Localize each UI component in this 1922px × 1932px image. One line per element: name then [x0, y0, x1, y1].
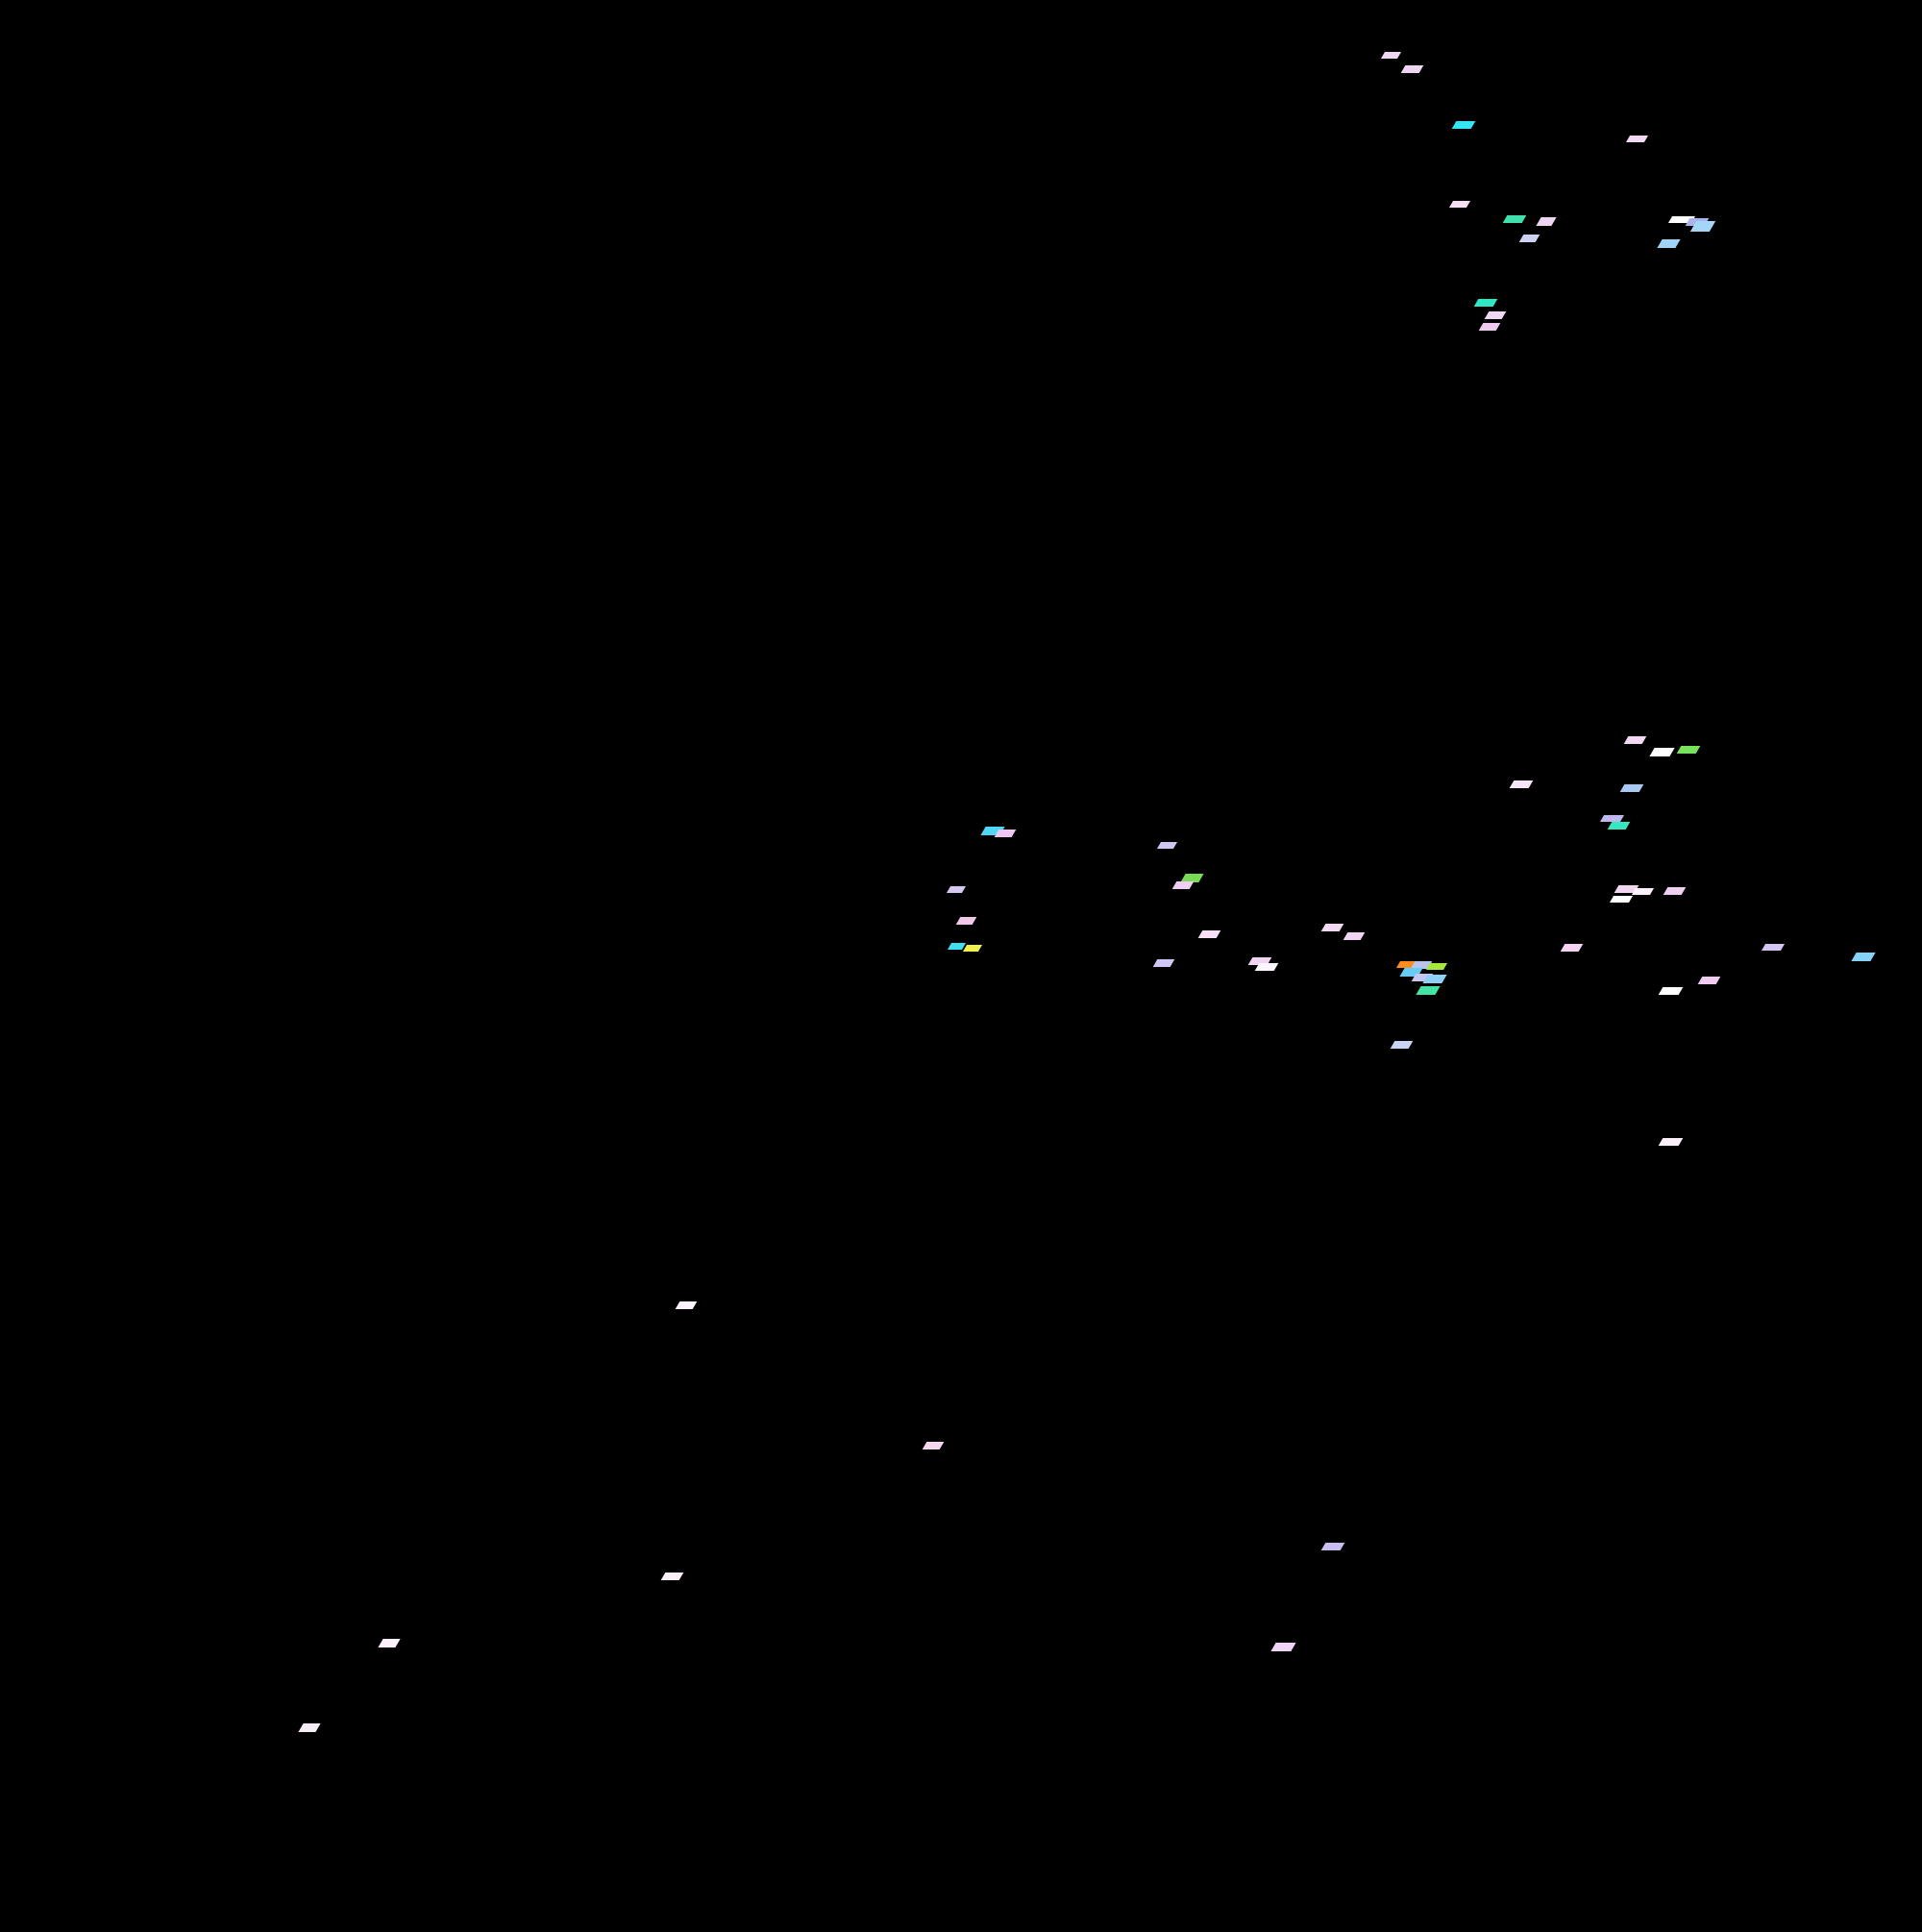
particle [922, 1442, 945, 1449]
particle [1625, 136, 1649, 142]
particle [1320, 924, 1344, 931]
particle [1689, 221, 1716, 232]
particle [1448, 201, 1471, 208]
particle [1152, 959, 1175, 967]
particle [1509, 780, 1534, 788]
particle [1851, 953, 1876, 961]
particle [946, 886, 967, 893]
particle [1473, 299, 1498, 307]
particle [1631, 888, 1655, 895]
particle [1270, 1643, 1296, 1651]
particle [1197, 930, 1221, 938]
particle [1663, 887, 1687, 895]
particle [660, 1573, 684, 1580]
particle [378, 1639, 401, 1647]
particle [1657, 239, 1681, 248]
particle [1761, 944, 1786, 951]
particle [1623, 736, 1647, 744]
particle [1502, 215, 1527, 223]
particle [1478, 323, 1501, 331]
particle [1658, 1138, 1684, 1146]
particle [1619, 784, 1644, 792]
particle [1343, 932, 1366, 940]
particle [1697, 977, 1721, 984]
particle [1416, 986, 1441, 995]
particle [1380, 52, 1402, 59]
particle [1171, 881, 1195, 889]
particle [1560, 944, 1584, 952]
particle [1254, 963, 1279, 971]
particle [1484, 311, 1507, 319]
particle [1658, 987, 1684, 995]
particle [1422, 975, 1447, 983]
particle [1425, 963, 1448, 970]
particle [1156, 842, 1178, 849]
particle [1518, 235, 1540, 242]
particle [1649, 748, 1675, 756]
particle [1320, 1543, 1345, 1550]
particle [298, 1723, 321, 1732]
particle [1536, 217, 1557, 226]
particle [962, 945, 983, 952]
particle [1676, 746, 1701, 754]
particle [1607, 822, 1631, 830]
particle [994, 830, 1017, 837]
particle [1400, 65, 1424, 73]
particle [1599, 815, 1625, 822]
particle [1451, 121, 1476, 129]
particle [675, 1301, 698, 1309]
particle [955, 917, 977, 925]
particle [1390, 1041, 1414, 1049]
particle [947, 943, 967, 950]
particle [1609, 896, 1634, 903]
